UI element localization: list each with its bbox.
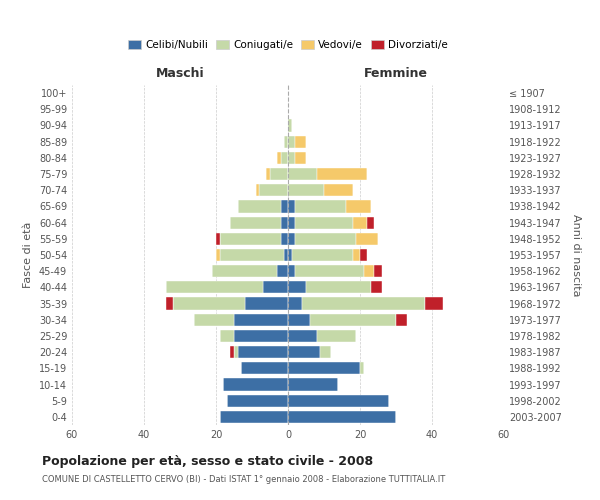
Bar: [281, 152, 288, 164]
Bar: [284, 136, 288, 147]
Bar: [166, 298, 173, 310]
Bar: [216, 232, 220, 245]
Bar: [396, 314, 407, 326]
Bar: [259, 184, 288, 196]
Bar: [364, 265, 374, 278]
Bar: [310, 314, 396, 326]
Bar: [284, 249, 288, 261]
Bar: [288, 120, 292, 132]
Bar: [324, 184, 353, 196]
Bar: [288, 298, 302, 310]
Bar: [263, 282, 288, 294]
Bar: [220, 411, 288, 423]
Bar: [234, 314, 288, 326]
Bar: [356, 232, 378, 245]
Bar: [256, 184, 259, 196]
Bar: [374, 265, 382, 278]
Bar: [295, 265, 364, 278]
Bar: [288, 362, 360, 374]
Bar: [288, 330, 317, 342]
Bar: [288, 314, 310, 326]
Bar: [306, 282, 371, 294]
Text: Maschi: Maschi: [155, 67, 205, 80]
Bar: [230, 216, 281, 228]
Y-axis label: Anni di nascita: Anni di nascita: [571, 214, 581, 296]
Bar: [270, 168, 288, 180]
Bar: [317, 330, 356, 342]
Bar: [288, 216, 295, 228]
Bar: [360, 362, 364, 374]
Bar: [223, 378, 288, 390]
Bar: [288, 184, 324, 196]
Bar: [353, 216, 367, 228]
Text: Femmine: Femmine: [364, 67, 428, 80]
Bar: [292, 249, 353, 261]
Bar: [288, 168, 317, 180]
Bar: [295, 216, 353, 228]
Bar: [194, 314, 234, 326]
Bar: [234, 330, 288, 342]
Text: COMUNE DI CASTELLETTO CERVO (BI) - Dati ISTAT 1° gennaio 2008 - Elaborazione TUT: COMUNE DI CASTELLETTO CERVO (BI) - Dati …: [42, 475, 445, 484]
Bar: [288, 200, 295, 212]
Bar: [346, 200, 371, 212]
Bar: [166, 282, 263, 294]
Bar: [288, 282, 306, 294]
Bar: [281, 200, 288, 212]
Bar: [288, 378, 338, 390]
Text: Popolazione per età, sesso e stato civile - 2008: Popolazione per età, sesso e stato civil…: [42, 455, 373, 468]
Bar: [295, 152, 306, 164]
Bar: [288, 346, 320, 358]
Bar: [302, 298, 425, 310]
Bar: [173, 298, 245, 310]
Bar: [241, 362, 288, 374]
Bar: [288, 232, 295, 245]
Bar: [245, 298, 288, 310]
Bar: [277, 152, 281, 164]
Bar: [277, 265, 288, 278]
Bar: [288, 249, 292, 261]
Bar: [288, 394, 389, 407]
Bar: [371, 282, 382, 294]
Bar: [266, 168, 270, 180]
Bar: [281, 216, 288, 228]
Bar: [360, 249, 367, 261]
Bar: [220, 249, 284, 261]
Bar: [234, 346, 238, 358]
Bar: [220, 232, 281, 245]
Bar: [295, 200, 346, 212]
Y-axis label: Fasce di età: Fasce di età: [23, 222, 33, 288]
Bar: [317, 168, 367, 180]
Bar: [425, 298, 443, 310]
Bar: [216, 249, 220, 261]
Bar: [367, 216, 374, 228]
Bar: [220, 330, 234, 342]
Bar: [227, 394, 288, 407]
Bar: [320, 346, 331, 358]
Bar: [288, 136, 295, 147]
Bar: [238, 346, 288, 358]
Bar: [212, 265, 277, 278]
Bar: [288, 265, 295, 278]
Legend: Celibi/Nubili, Coniugati/e, Vedovi/e, Divorziati/e: Celibi/Nubili, Coniugati/e, Vedovi/e, Di…: [124, 36, 452, 54]
Bar: [288, 152, 295, 164]
Bar: [281, 232, 288, 245]
Bar: [353, 249, 360, 261]
Bar: [295, 232, 356, 245]
Bar: [230, 346, 234, 358]
Bar: [238, 200, 281, 212]
Bar: [288, 411, 396, 423]
Bar: [295, 136, 306, 147]
